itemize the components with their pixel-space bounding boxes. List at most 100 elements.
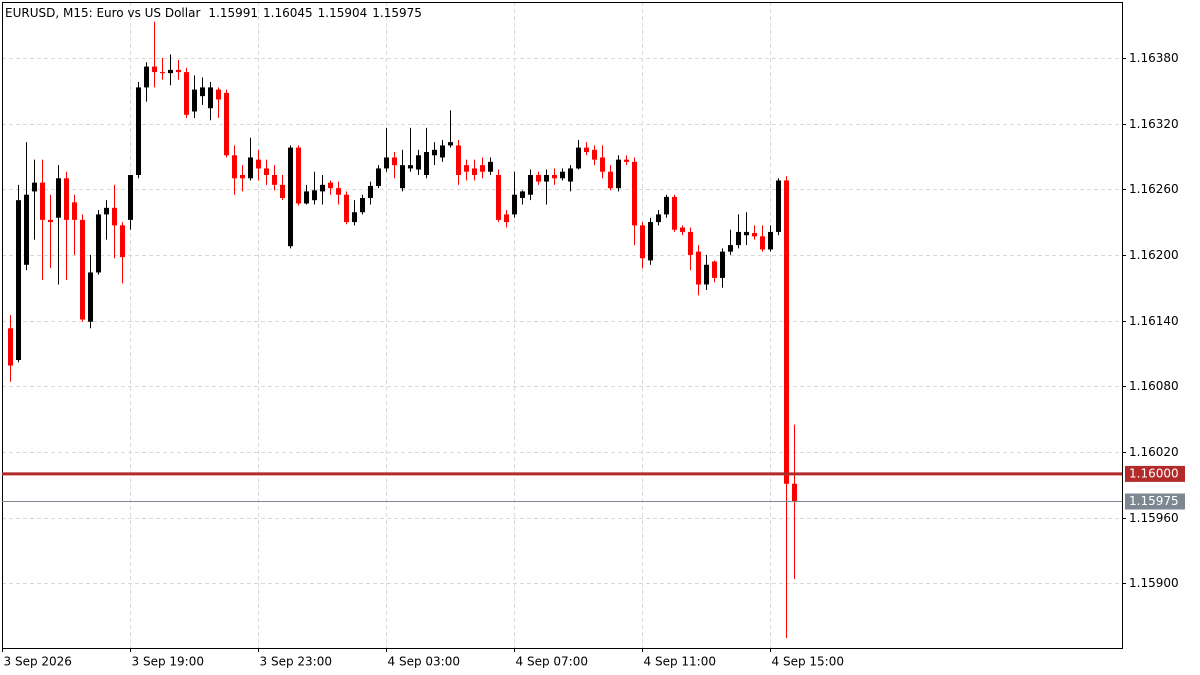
candle-body — [584, 147, 589, 153]
candle-body — [72, 202, 77, 220]
candle-body — [488, 161, 493, 172]
candle-body — [184, 72, 189, 115]
y-tick-label: 1.15960 — [1129, 511, 1179, 525]
candle-body — [672, 196, 677, 230]
candle-body — [432, 149, 437, 156]
candle-body — [696, 251, 701, 285]
candle-body — [496, 174, 501, 220]
candle-body — [320, 184, 325, 192]
candle-body — [728, 245, 733, 252]
candle-body — [744, 231, 749, 236]
candle-body — [256, 159, 261, 169]
chart-title: EURUSD, M15: Euro vs US Dollar — [5, 6, 200, 20]
candle-body — [520, 191, 525, 198]
candle-body — [624, 159, 629, 162]
candle-body — [120, 225, 125, 258]
candle-body — [232, 155, 237, 179]
x-tick-label: 3 Sep 23:00 — [260, 655, 332, 669]
x-tick-label: 3 Sep 2026 — [4, 655, 72, 669]
candle-body — [400, 165, 405, 189]
candle-body — [576, 147, 581, 169]
candle-body — [16, 200, 21, 361]
candle-body — [448, 142, 453, 146]
candle-body — [336, 188, 341, 195]
candle-body — [536, 174, 541, 182]
y-tick-label: 1.15900 — [1129, 576, 1179, 590]
x-tick-label: 3 Sep 19:00 — [132, 655, 204, 669]
candle-body — [152, 66, 157, 73]
candle-body — [288, 147, 293, 247]
candle-body — [216, 89, 221, 100]
y-tick-label: 1.16140 — [1129, 314, 1179, 328]
candle-body — [360, 197, 365, 213]
candle-body — [528, 174, 533, 195]
candle-body — [720, 251, 725, 278]
candle-body — [784, 180, 789, 484]
candle-body — [160, 72, 165, 74]
x-tick-label: 4 Sep 07:00 — [516, 655, 588, 669]
candle-body — [648, 222, 653, 261]
candle-body — [424, 152, 429, 175]
candle-body — [680, 227, 685, 232]
candle-body — [480, 165, 485, 172]
x-tick-label: 4 Sep 11:00 — [644, 655, 716, 669]
candle-body — [392, 157, 397, 166]
candles — [8, 21, 797, 639]
candle-body — [96, 214, 101, 273]
candle-body — [80, 219, 85, 320]
price-level-label: 1.16000 — [1129, 466, 1179, 480]
candle-body — [712, 261, 717, 278]
candle-body — [168, 69, 173, 74]
candle-body — [464, 165, 469, 172]
candle-body — [24, 194, 29, 265]
x-tick-label: 4 Sep 15:00 — [772, 655, 844, 669]
plot-border — [2, 2, 1123, 649]
price-level-tag — [1125, 465, 1185, 482]
candle-body — [312, 190, 317, 201]
candle-body — [264, 168, 269, 175]
candle-body — [240, 174, 245, 179]
candle-body — [272, 174, 277, 185]
candle-body — [504, 214, 509, 223]
candle-body — [56, 178, 61, 218]
candle-body — [704, 264, 709, 285]
candle-body — [664, 196, 669, 215]
candle-body — [656, 214, 661, 223]
candle-body — [144, 66, 149, 88]
last-open: 1.15991 — [208, 6, 258, 20]
candle-body — [128, 174, 133, 220]
y-tick-label: 1.16380 — [1129, 51, 1179, 65]
candle-body — [736, 231, 741, 246]
candle-body — [192, 89, 197, 112]
candle-body — [208, 87, 213, 109]
candle-body — [608, 171, 613, 189]
bid-label: 1.15975 — [1129, 494, 1179, 508]
last-close: 1.15975 — [372, 6, 422, 20]
header: EURUSD, M15: Euro vs US Dollar 1.15991 1.1… — [5, 6, 422, 20]
candle-body — [224, 92, 229, 156]
candle-body — [416, 155, 421, 170]
grid-group — [2, 2, 1122, 648]
y-tick-label: 1.16080 — [1129, 379, 1179, 393]
candle-body — [344, 194, 349, 223]
candle-body — [304, 191, 309, 204]
candle-body — [8, 328, 13, 366]
candle-body — [544, 174, 549, 182]
candle-body — [760, 236, 765, 250]
candle-body — [112, 207, 117, 226]
candle-body — [512, 194, 517, 215]
bid-tag — [1125, 493, 1185, 510]
candle-body — [384, 157, 389, 169]
candle-body — [280, 184, 285, 198]
candle-body — [640, 225, 645, 259]
candle-body — [248, 157, 253, 179]
candle-body — [776, 180, 781, 232]
candle-body — [40, 182, 45, 220]
candle-body — [768, 231, 773, 250]
candle-body — [592, 149, 597, 160]
candle-body — [568, 168, 573, 182]
candle-body — [104, 207, 109, 215]
x-tick-label: 4 Sep 03:00 — [388, 655, 460, 669]
candle-body — [688, 231, 693, 255]
